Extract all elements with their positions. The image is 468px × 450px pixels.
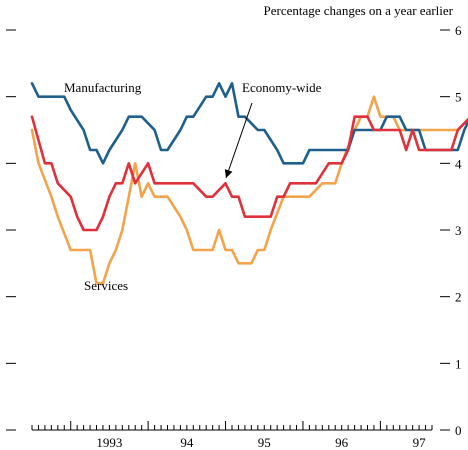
- y-tick-label: 1: [455, 356, 462, 371]
- annotations: Manufacturing Economy-wide Services: [64, 80, 322, 293]
- x-tick-label: 94: [180, 435, 194, 450]
- series-line-manufacturing: [32, 83, 468, 163]
- y-tick-label: 6: [455, 23, 462, 38]
- series-line-economy-wide: [32, 117, 468, 230]
- chart-title: Percentage changes on a year earlier: [264, 3, 454, 18]
- x-tick-label: 96: [335, 435, 349, 450]
- y-tick-label: 3: [455, 223, 462, 238]
- x-tick-label: 95: [258, 435, 271, 450]
- y-tick-label: 5: [455, 90, 462, 105]
- y-tick-label: 0: [455, 423, 462, 438]
- x-tick-label: 97: [413, 435, 427, 450]
- annotation-services: Services: [84, 278, 128, 293]
- annotation-economy-wide: Economy-wide: [242, 80, 322, 95]
- y-tick-label: 4: [455, 156, 462, 171]
- y-tick-label: 2: [455, 290, 462, 305]
- series-layer: [32, 83, 468, 283]
- x-tick-label: 1993: [96, 435, 122, 450]
- annotation-manufacturing: Manufacturing: [64, 80, 142, 95]
- arrow-head: [225, 169, 233, 178]
